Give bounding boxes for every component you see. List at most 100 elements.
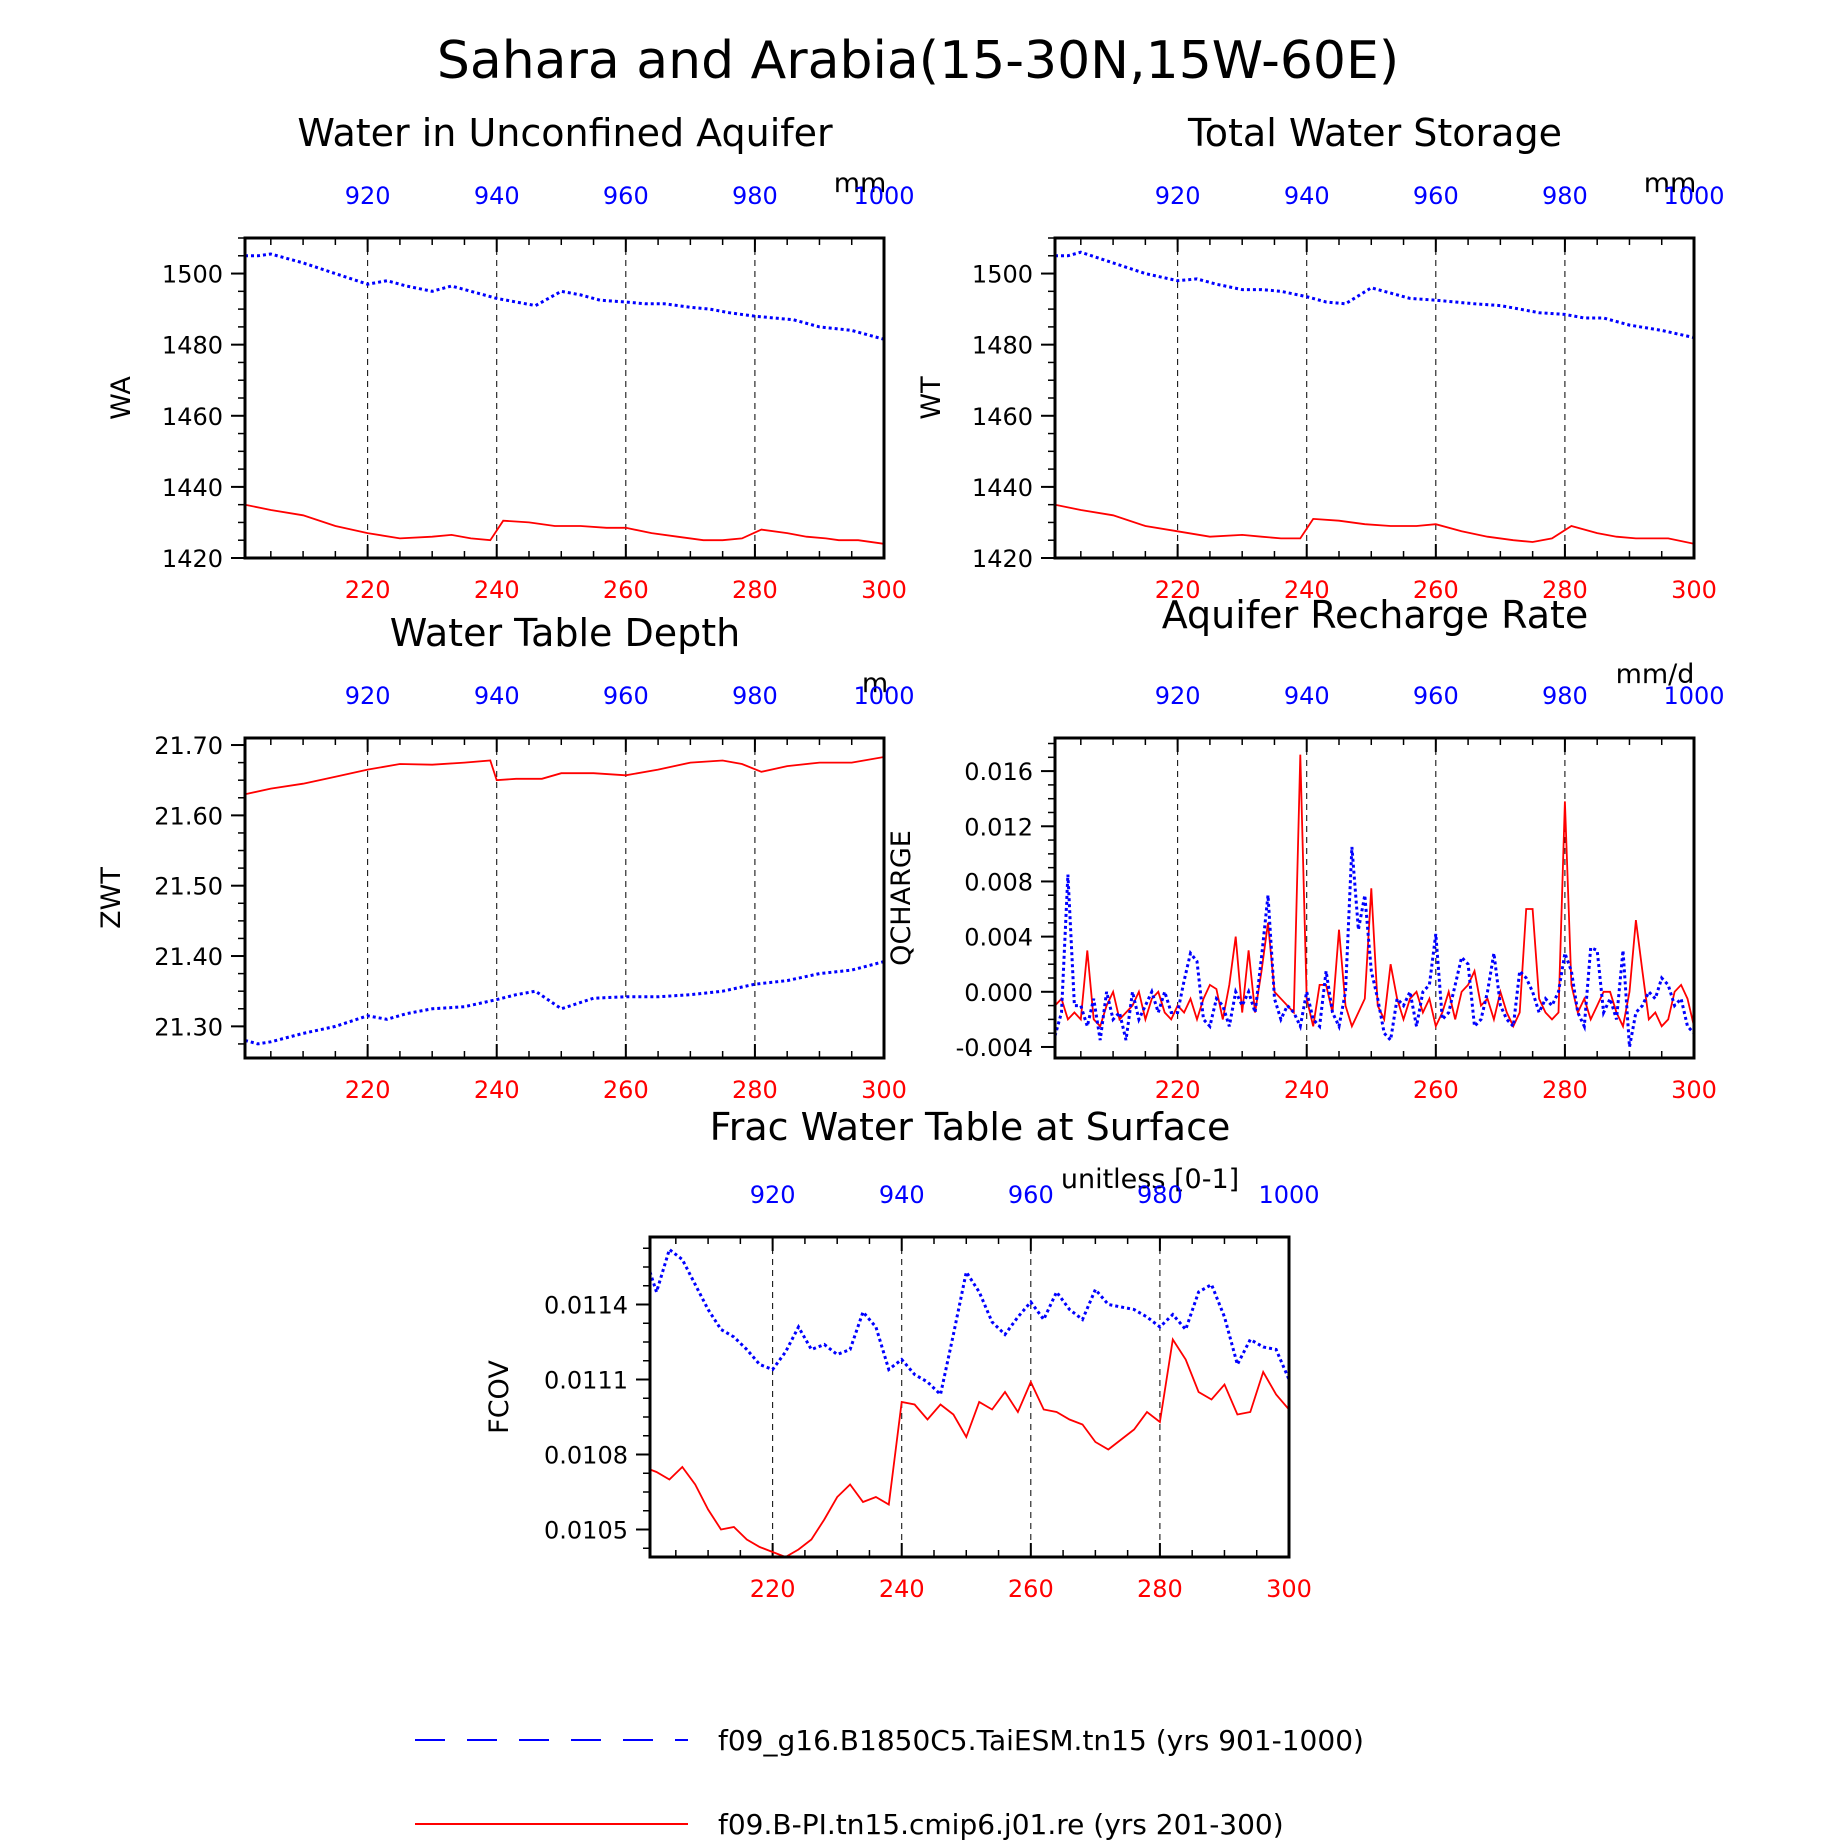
wt-xtick-label-top: 960 — [1413, 182, 1459, 210]
zwt-ytick-label: 21.30 — [154, 1013, 223, 1041]
wa-ytick-label: 1480 — [162, 332, 223, 360]
qcharge-xtick-label-bottom: 260 — [1413, 1076, 1459, 1104]
zwt-ytick-label: 21.70 — [154, 732, 223, 760]
fcov-xtick-label-bottom: 220 — [750, 1575, 796, 1603]
wa-xtick-label-bottom: 240 — [474, 576, 520, 604]
zwt-xtick-label-top: 940 — [474, 682, 520, 710]
fcov-ytick-label: 0.0108 — [544, 1442, 628, 1470]
wt-ytick-label: 1440 — [972, 474, 1033, 502]
qcharge-title: Aquifer Recharge Rate — [1162, 593, 1589, 637]
zwt-ytick-label: 21.50 — [154, 873, 223, 901]
panel-wt: Total Water Storage mm 220 240 260 280 300 920 9… — [916, 111, 1725, 604]
fcov-units: unitless [0-1] — [1061, 1164, 1239, 1195]
wa-xtick-label-bottom: 280 — [732, 576, 778, 604]
zwt-units: m — [862, 668, 888, 699]
qcharge-xtick-label-bottom: 220 — [1155, 1076, 1201, 1104]
wa-xtick-label-top: 1000 — [853, 182, 914, 210]
wt-xtick-label-bottom: 220 — [1155, 576, 1201, 604]
zwt-xtick-label-top: 1000 — [853, 682, 914, 710]
zwt-ytick-label: 21.60 — [154, 802, 223, 830]
zwt-xtick-label-bottom: 260 — [603, 1076, 649, 1104]
fcov-series-blue-line — [650, 1246, 1289, 1398]
fcov-xtick-label-bottom: 240 — [879, 1575, 925, 1603]
fcov-ylabel: FCOV — [484, 1360, 515, 1434]
fcov-series-red-line — [650, 1337, 1289, 1557]
zwt-xtick-label-bottom: 220 — [345, 1076, 391, 1104]
wt-ytick-label: 1480 — [972, 332, 1033, 360]
panel-zwt: Water Table Depth m 220 240 260 280 300 920 940 9… — [96, 611, 915, 1104]
wa-plot-frame — [243, 236, 886, 560]
qcharge-series-red-line — [1055, 754, 1694, 1030]
zwt-series-blue-line — [245, 960, 884, 1046]
wa-xtick-label-bottom: 220 — [345, 576, 391, 604]
zwt-xtick-label-top: 980 — [732, 682, 778, 710]
wt-xtick-label-top: 980 — [1542, 182, 1588, 210]
qcharge-xtick-label-top: 980 — [1542, 682, 1588, 710]
fcov-ytick-label: 0.0111 — [544, 1367, 628, 1395]
wt-series-red-line — [1055, 503, 1694, 545]
qcharge-ytick-label: 0.008 — [964, 868, 1033, 896]
qcharge-ytick-label: 0.000 — [964, 979, 1033, 1007]
panel-fcov: Frac Water Table at Surface unitless [0-1… — [484, 1105, 1320, 1603]
wa-ytick-label: 1440 — [162, 474, 223, 502]
fcov-xtick-label-top: 940 — [879, 1181, 925, 1209]
wa-xtick-label-top: 960 — [603, 182, 649, 210]
wt-ytick-label: 1420 — [972, 545, 1033, 573]
wt-series-blue-line — [1055, 250, 1694, 340]
panel-qcharge: Aquifer Recharge Rate mm/d 220 240 260 280 300… — [886, 593, 1725, 1104]
fcov-xtick-label-bottom: 280 — [1137, 1575, 1183, 1603]
wa-xtick-label-bottom: 260 — [603, 576, 649, 604]
wt-xtick-label-bottom: 280 — [1542, 576, 1588, 604]
zwt-xtick-label-top: 920 — [345, 682, 391, 710]
fcov-xtick-label-top: 960 — [1008, 1181, 1054, 1209]
wt-ylabel: WT — [916, 376, 947, 420]
wa-units: mm — [834, 168, 887, 199]
fcov-xtick-label-top: 920 — [750, 1181, 796, 1209]
wt-xtick-label-top: 940 — [1284, 182, 1330, 210]
qcharge-ytick-label: 0.016 — [964, 758, 1033, 786]
legend: f09_g16.B1850C5.TaiESM.tn15 (yrs 901-100… — [415, 1724, 1364, 1841]
wt-ytick-label: 1500 — [972, 261, 1033, 289]
wa-title: Water in Unconfined Aquifer — [297, 111, 833, 155]
fcov-xtick-label-bottom: 260 — [1008, 1575, 1054, 1603]
wa-xtick-label-bottom: 300 — [861, 576, 907, 604]
legend-label-blue: f09_g16.B1850C5.TaiESM.tn15 (yrs 901-100… — [718, 1724, 1364, 1757]
qcharge-xtick-label-top: 920 — [1155, 682, 1201, 710]
wt-xtick-label-bottom: 260 — [1413, 576, 1459, 604]
wt-title: Total Water Storage — [1187, 111, 1562, 155]
wa-series-red-line — [245, 503, 884, 545]
fcov-xtick-label-top: 1000 — [1258, 1181, 1319, 1209]
qcharge-xtick-label-top: 1000 — [1663, 682, 1724, 710]
qcharge-xtick-label-bottom: 240 — [1284, 1076, 1330, 1104]
zwt-xtick-label-bottom: 300 — [861, 1076, 907, 1104]
wa-series-blue-line — [245, 252, 884, 341]
zwt-title: Water Table Depth — [390, 611, 741, 655]
wa-ylabel: WA — [106, 376, 137, 420]
zwt-series-red-line — [245, 756, 884, 796]
qcharge-plot-frame — [1053, 736, 1696, 1060]
wa-ytick-label: 1460 — [162, 403, 223, 431]
wt-xtick-label-bottom: 240 — [1284, 576, 1330, 604]
qcharge-ytick-label: -0.004 — [956, 1034, 1033, 1062]
fcov-plot-frame — [648, 1235, 1291, 1559]
wa-ytick-label: 1500 — [162, 261, 223, 289]
wa-ytick-label: 1420 — [162, 545, 223, 573]
fcov-ytick-label: 0.0105 — [544, 1517, 628, 1545]
zwt-xtick-label-bottom: 240 — [474, 1076, 520, 1104]
qcharge-xtick-label-top: 940 — [1284, 682, 1330, 710]
figure-title: Sahara and Arabia(15-30N,15W-60E) — [437, 31, 1399, 91]
zwt-ytick-label: 21.40 — [154, 943, 223, 971]
qcharge-ylabel: QCHARGE — [886, 830, 917, 966]
wt-ytick-label: 1460 — [972, 403, 1033, 431]
qcharge-xtick-label-bottom: 300 — [1671, 1076, 1717, 1104]
wt-units: mm — [1644, 168, 1697, 199]
wa-xtick-label-top: 920 — [345, 182, 391, 210]
qcharge-units: mm/d — [1616, 659, 1695, 690]
zwt-ylabel: ZWT — [96, 867, 127, 929]
wa-xtick-label-top: 980 — [732, 182, 778, 210]
zwt-xtick-label-top: 960 — [603, 682, 649, 710]
wt-xtick-label-top: 1000 — [1663, 182, 1724, 210]
zwt-plot-frame — [243, 736, 886, 1060]
